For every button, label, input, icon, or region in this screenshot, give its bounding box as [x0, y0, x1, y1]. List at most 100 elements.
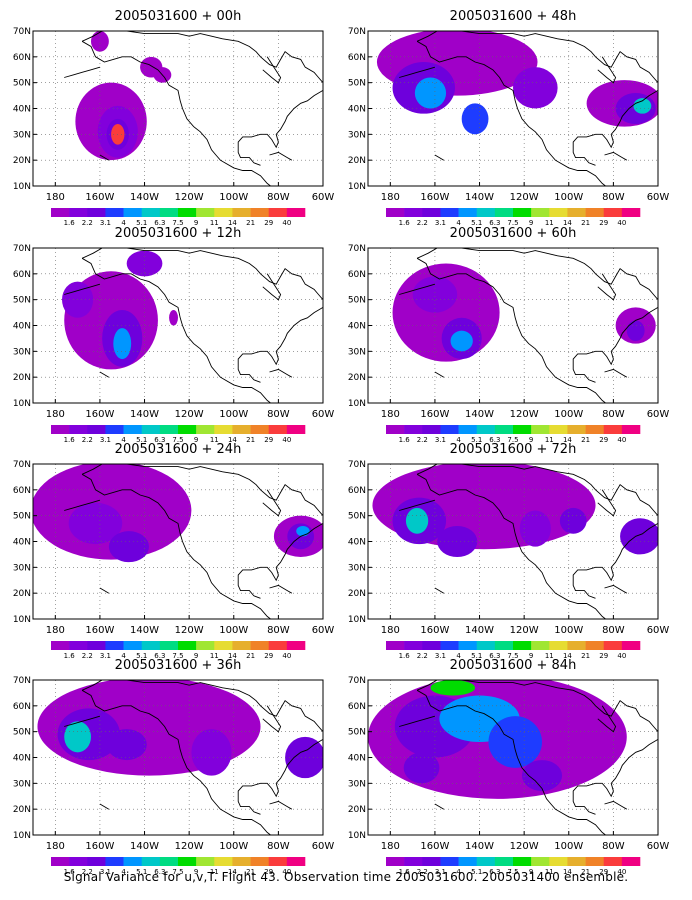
- colorbar-swatch: [178, 425, 197, 434]
- x-tick-label: 60W: [647, 625, 670, 636]
- y-tick-label: 50N: [348, 728, 366, 738]
- colorbar-label: 21: [581, 652, 590, 660]
- coastline: [604, 584, 628, 594]
- colorbar-swatch: [268, 208, 288, 217]
- colorbar-swatch: [250, 857, 270, 866]
- coastline: [572, 90, 658, 166]
- x-tick-label: 140W: [465, 409, 494, 420]
- colorbar-swatch: [458, 641, 478, 650]
- y-tick-label: 40N: [348, 105, 366, 115]
- y-tick-label: 30N: [348, 347, 366, 357]
- colorbar-swatch: [621, 208, 641, 217]
- colorbar-swatch: [123, 425, 143, 434]
- colorbar-label: 40: [282, 868, 291, 876]
- coastline: [434, 371, 445, 378]
- x-tick-label: 180: [46, 625, 65, 636]
- y-tick-label: 10N: [348, 831, 366, 841]
- colorbar-swatch: [603, 425, 623, 434]
- colorbar-swatch: [603, 208, 623, 217]
- coastline: [416, 680, 658, 732]
- colorbar-label: 4: [456, 219, 461, 227]
- y-tick-label: 40N: [13, 754, 31, 764]
- colorbar-swatch: [513, 425, 532, 434]
- colorbar-label: 1.6: [399, 219, 411, 227]
- map-panel: 2005031600 + 24h 70N 60N 50N 40N 30N 20N 10N 180…: [13, 442, 335, 660]
- colorbar-swatch: [549, 208, 568, 217]
- coastline: [604, 368, 628, 378]
- panel-title: 2005031600 + 60h: [450, 226, 577, 241]
- colorbar-swatch: [476, 208, 496, 217]
- colorbar-label: 11: [545, 652, 554, 660]
- map-panel: 2005031600 + 84h 70N 60N 50N 40N 30N 20N 10N 180…: [348, 658, 670, 876]
- y-tick-label: 60N: [13, 270, 31, 280]
- colorbar-swatch: [549, 857, 568, 866]
- x-tick-label: 100W: [219, 192, 248, 203]
- variance-contour: [113, 328, 132, 360]
- colorbar-label: 1.6: [399, 436, 411, 444]
- colorbar-label: 3.1: [100, 652, 111, 660]
- colorbar-swatch: [440, 208, 459, 217]
- y-tick-label: 20N: [13, 156, 31, 166]
- y-tick-label: 10N: [13, 182, 31, 192]
- colorbar-label: 4: [456, 868, 461, 876]
- colorbar-label: 2.2: [82, 436, 93, 444]
- colorbar-label: 1.6: [64, 436, 76, 444]
- colorbar-swatch: [159, 425, 179, 434]
- colorbar-swatch: [386, 208, 405, 217]
- panel-title: 2005031600 + 84h: [450, 658, 577, 673]
- coastline: [99, 371, 110, 378]
- colorbar-label: 9: [529, 868, 533, 876]
- colorbar-label: 7.5: [172, 868, 183, 876]
- coastline: [399, 283, 436, 295]
- variance-contour: [450, 330, 473, 352]
- colorbar-label: 5.1: [471, 652, 482, 660]
- colorbar-label: 6.3: [489, 219, 500, 227]
- colorbar-swatch: [69, 425, 88, 434]
- colorbar-label: 11: [545, 868, 554, 876]
- panel-title: 2005031600 + 00h: [115, 9, 242, 24]
- colorbar-label: 4: [456, 652, 461, 660]
- colorbar-label: 3.1: [435, 219, 446, 227]
- colorbar-label: 40: [617, 652, 626, 660]
- y-tick-label: 60N: [348, 270, 366, 280]
- colorbar-swatch: [232, 857, 251, 866]
- colorbar-label: 3.1: [100, 436, 111, 444]
- colorbar-label: 7.5: [172, 219, 183, 227]
- y-tick-label: 60N: [13, 53, 31, 63]
- coastline: [597, 273, 617, 301]
- colorbar-swatch: [159, 641, 179, 650]
- y-tick-label: 20N: [348, 156, 366, 166]
- colorbar-swatch: [404, 208, 423, 217]
- colorbar-swatch: [159, 857, 179, 866]
- colorbar-swatch: [621, 641, 641, 650]
- coastline: [416, 473, 607, 619]
- x-tick-label: 160W: [85, 192, 114, 203]
- colorbar-label: 40: [617, 868, 626, 876]
- colorbar-swatch: [286, 857, 306, 866]
- colorbar-swatch: [196, 208, 215, 217]
- colorbar-swatch: [476, 857, 496, 866]
- x-tick-label: 120W: [510, 409, 539, 420]
- coastline: [64, 715, 101, 727]
- x-tick-label: 160W: [85, 841, 114, 852]
- x-tick-label: 140W: [465, 841, 494, 852]
- x-tick-label: 120W: [175, 409, 204, 420]
- colorbar-swatch: [386, 425, 405, 434]
- colorbar-label: 3.1: [435, 652, 446, 660]
- colorbar-swatch: [51, 425, 70, 434]
- variance-contour: [519, 510, 551, 547]
- y-tick-label: 10N: [13, 831, 31, 841]
- variance-contour: [68, 502, 123, 545]
- variance-contour: [626, 320, 645, 341]
- colorbar-swatch: [214, 425, 233, 434]
- x-tick-label: 60W: [647, 841, 670, 852]
- y-tick-label: 40N: [348, 538, 366, 548]
- colorbar-swatch: [549, 425, 568, 434]
- colorbar-label: 6.3: [489, 436, 500, 444]
- colorbar-swatch: [51, 208, 70, 217]
- x-tick-label: 120W: [510, 841, 539, 852]
- x-tick-label: 160W: [420, 625, 449, 636]
- y-tick-label: 10N: [13, 399, 31, 409]
- y-tick-label: 50N: [348, 512, 366, 522]
